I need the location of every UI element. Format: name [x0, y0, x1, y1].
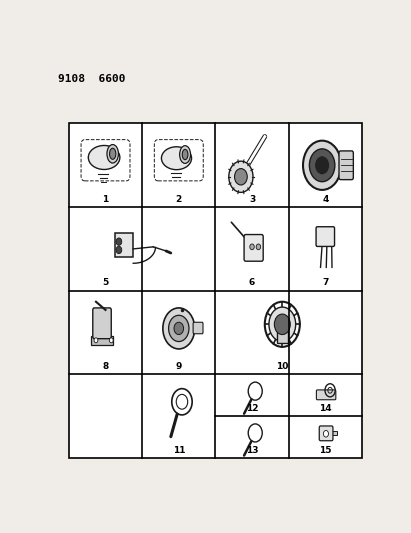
Text: 14: 14 [319, 404, 332, 413]
Text: 6: 6 [249, 278, 255, 287]
Circle shape [174, 322, 184, 335]
Text: 15: 15 [319, 446, 332, 455]
Text: 9108  6600: 9108 6600 [58, 74, 125, 84]
Circle shape [269, 307, 296, 342]
Text: 13: 13 [246, 446, 258, 455]
Text: 10: 10 [276, 362, 289, 371]
Text: 11: 11 [173, 446, 185, 455]
Ellipse shape [162, 147, 192, 169]
Bar [69, 124, 362, 458]
FancyBboxPatch shape [193, 322, 203, 334]
Circle shape [323, 431, 328, 437]
Ellipse shape [107, 144, 118, 163]
Circle shape [116, 246, 122, 254]
FancyBboxPatch shape [316, 227, 335, 246]
Ellipse shape [180, 146, 191, 164]
Circle shape [116, 238, 122, 245]
Circle shape [163, 308, 195, 349]
Text: 7: 7 [322, 278, 328, 287]
Circle shape [315, 156, 329, 174]
Circle shape [274, 314, 290, 335]
Ellipse shape [182, 149, 188, 160]
FancyBboxPatch shape [339, 151, 353, 180]
FancyBboxPatch shape [244, 235, 263, 261]
Circle shape [109, 338, 113, 343]
Circle shape [169, 316, 189, 342]
Text: 3: 3 [249, 195, 255, 204]
Bar [331, 431, 337, 435]
Circle shape [235, 168, 247, 185]
Bar [69, 124, 362, 458]
Text: 2: 2 [175, 195, 182, 204]
Circle shape [256, 244, 261, 250]
Text: 1: 1 [102, 195, 109, 204]
Ellipse shape [110, 148, 116, 159]
Circle shape [303, 141, 341, 190]
FancyBboxPatch shape [93, 308, 111, 338]
Circle shape [94, 338, 98, 343]
Bar [277, 326, 288, 343]
FancyBboxPatch shape [319, 426, 333, 441]
Bar [115, 233, 133, 257]
Circle shape [229, 161, 253, 192]
Text: 4: 4 [322, 195, 328, 204]
Circle shape [309, 149, 335, 182]
Ellipse shape [88, 146, 120, 169]
Text: 12: 12 [246, 404, 258, 413]
Text: 5: 5 [102, 278, 109, 287]
Text: 8: 8 [102, 362, 109, 371]
Bar [91, 336, 113, 345]
FancyBboxPatch shape [316, 390, 336, 400]
Circle shape [250, 244, 254, 250]
Text: 9: 9 [175, 362, 182, 371]
